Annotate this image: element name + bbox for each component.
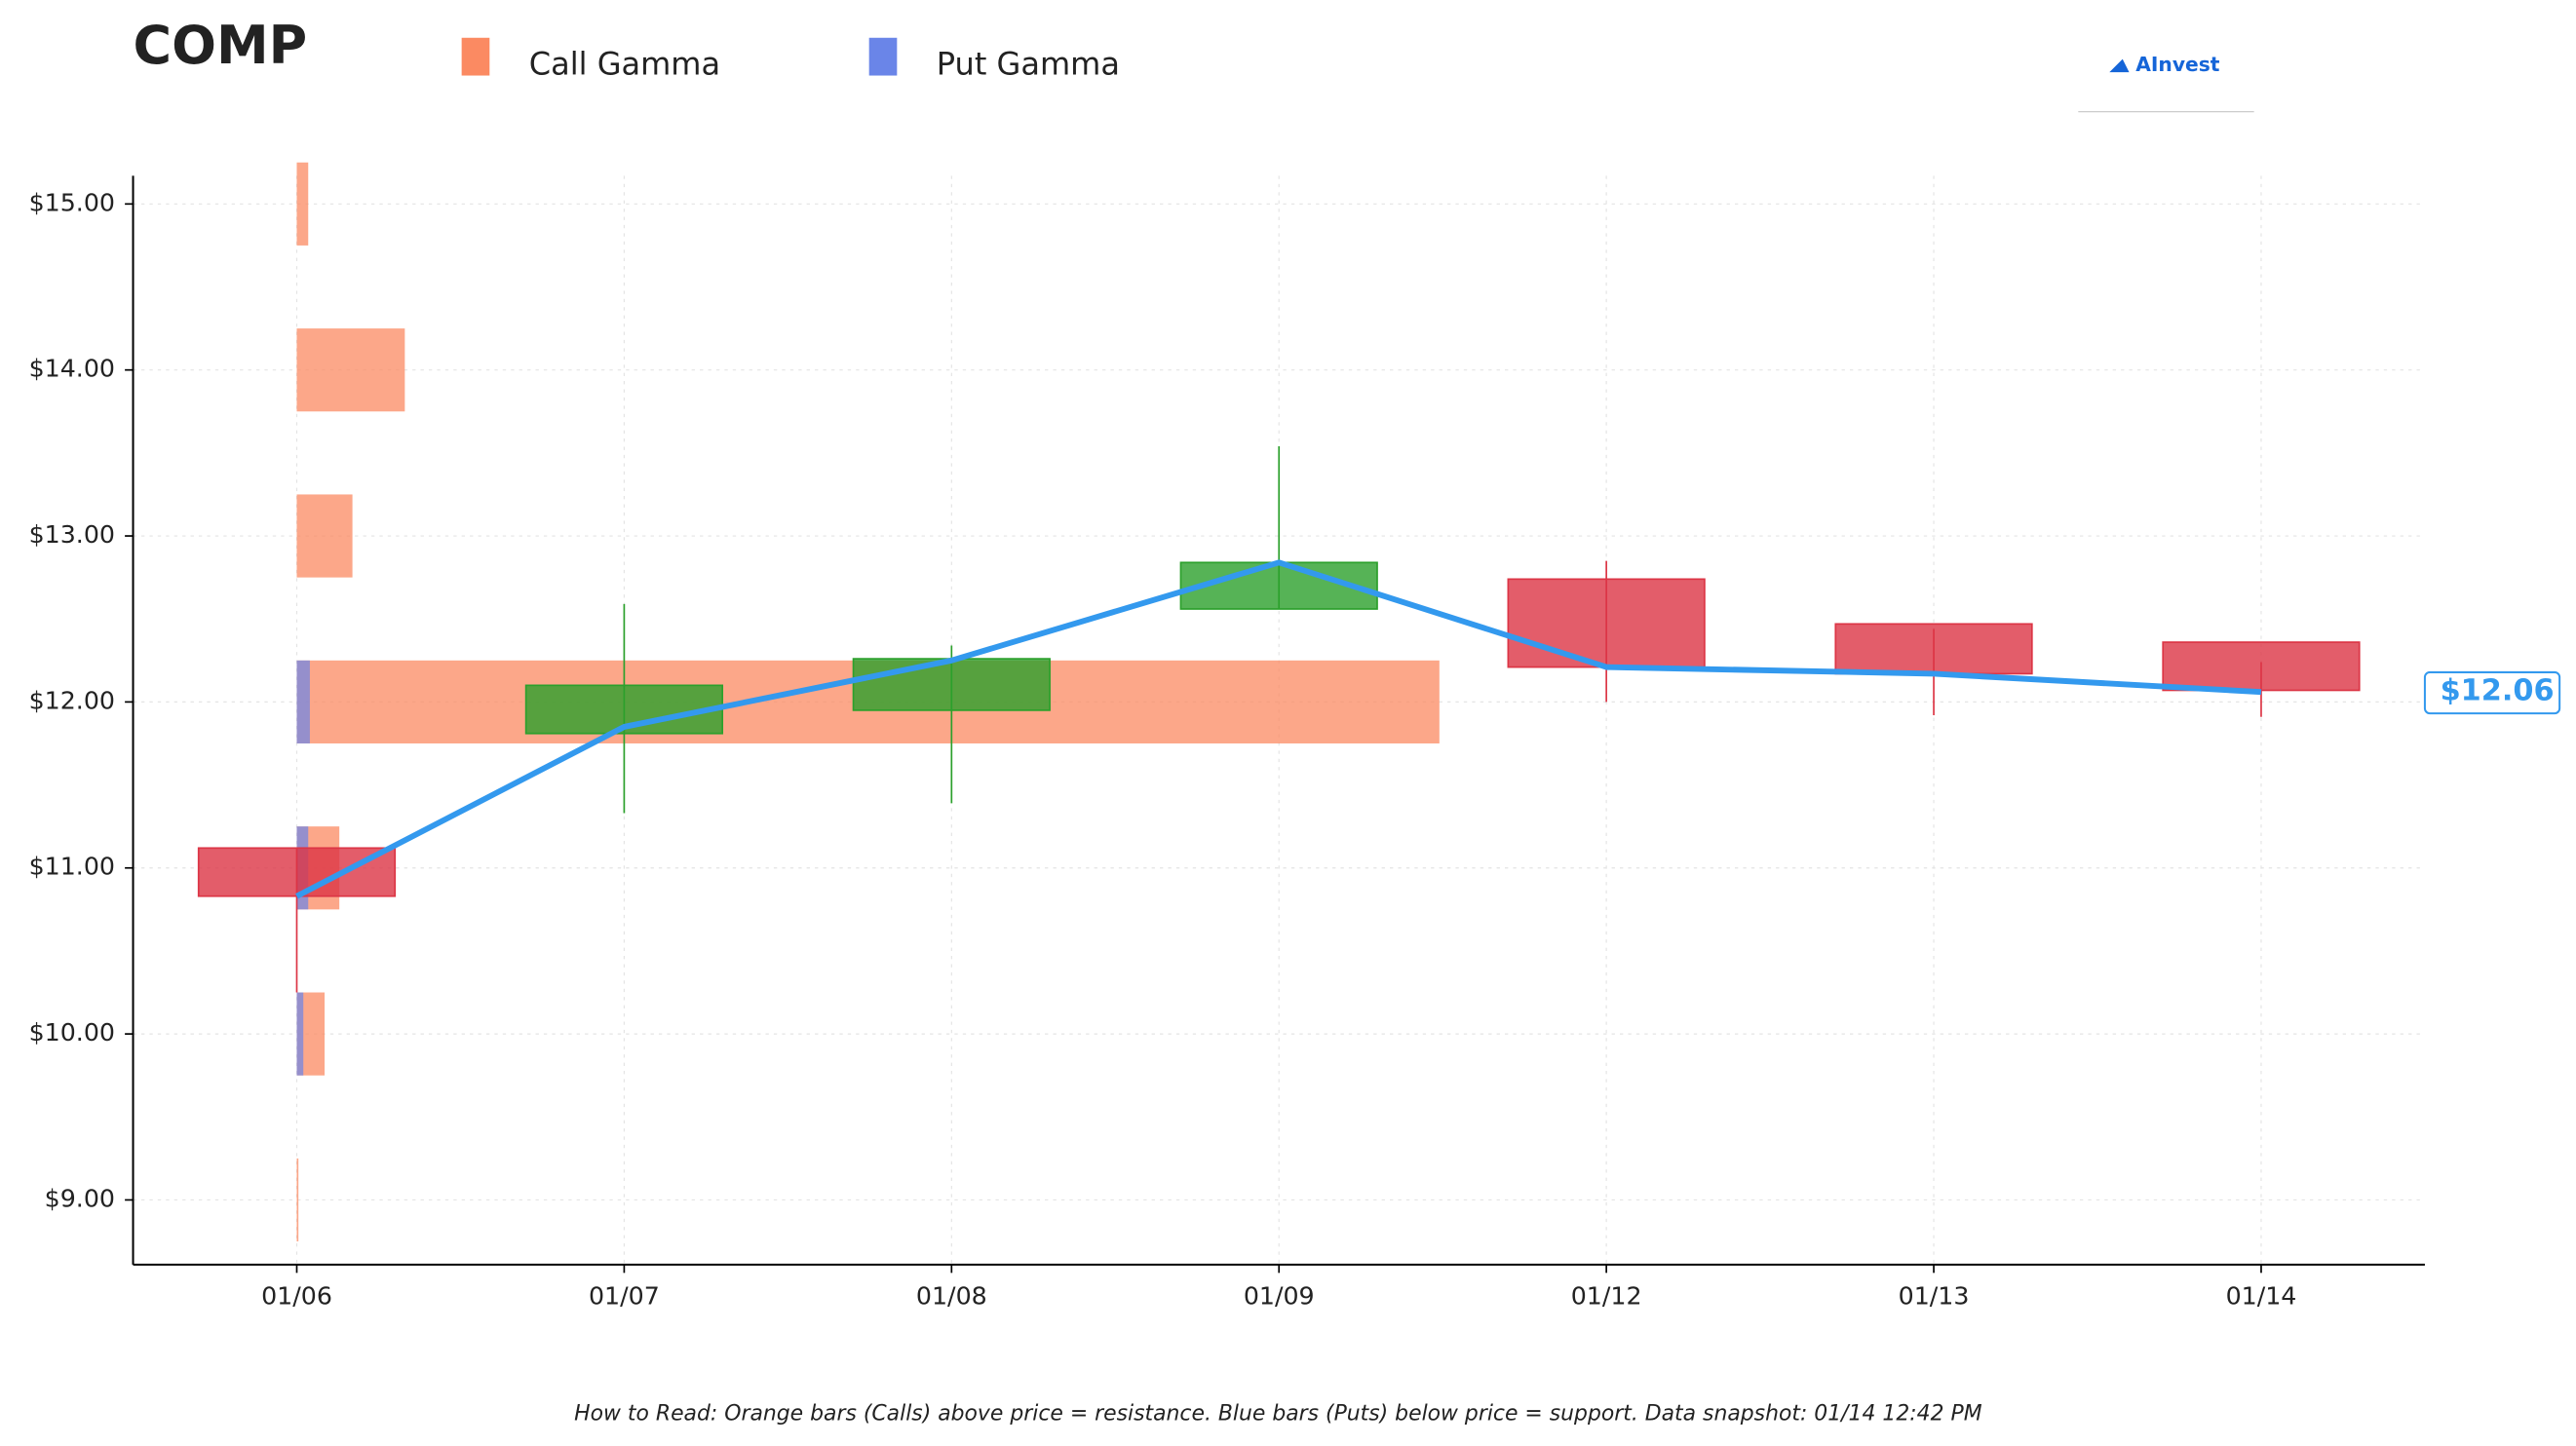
x-tick-label: 01/13: [1899, 1282, 1970, 1311]
gamma-bar: [296, 992, 304, 1076]
legend-swatch: [461, 37, 490, 76]
gamma-bar: [296, 494, 353, 578]
candle-body: [1507, 578, 1706, 668]
footnote: How to Read: Orange bars (Calls) above p…: [574, 1401, 1982, 1426]
x-tick-label: 01/06: [261, 1282, 332, 1311]
legend-label: Call Gamma: [529, 45, 720, 82]
gamma-bar: [296, 1158, 299, 1242]
x-tick-label: 01/08: [916, 1282, 987, 1311]
legend-label: Put Gamma: [937, 45, 1120, 82]
x-tick-label: 01/14: [2226, 1282, 2297, 1311]
logo-text: AInvest: [2135, 53, 2219, 76]
y-tick-label: $12.00: [29, 686, 115, 714]
last-price-label: $12.06: [2441, 674, 2555, 708]
y-tick-label: $11.00: [29, 853, 115, 881]
x-tick-label: 01/09: [1244, 1282, 1315, 1311]
price-line: [295, 559, 2262, 899]
chart-title: COMP: [134, 15, 308, 76]
candle-body: [1834, 623, 2033, 675]
logo: AInvest: [2078, 53, 2254, 113]
y-tick-label: $13.00: [29, 520, 115, 549]
x-tick-label: 01/12: [1571, 1282, 1642, 1311]
y-tick-label: $14.00: [29, 355, 115, 383]
candle-body: [2162, 641, 2361, 692]
last-price-box: [2423, 670, 2561, 715]
y-tick-label: $15.00: [29, 188, 115, 216]
candle-body: [197, 847, 397, 897]
gamma-bar: [296, 162, 309, 246]
candle-body: [852, 658, 1051, 711]
x-tick-label: 01/07: [589, 1282, 660, 1311]
legend-swatch: [868, 37, 898, 76]
logo-icon: [2109, 58, 2130, 73]
gamma-bar: [296, 660, 310, 743]
y-tick-label: $10.00: [29, 1018, 115, 1046]
y-tick-label: $9.00: [45, 1184, 115, 1212]
gamma-bar: [296, 328, 405, 412]
